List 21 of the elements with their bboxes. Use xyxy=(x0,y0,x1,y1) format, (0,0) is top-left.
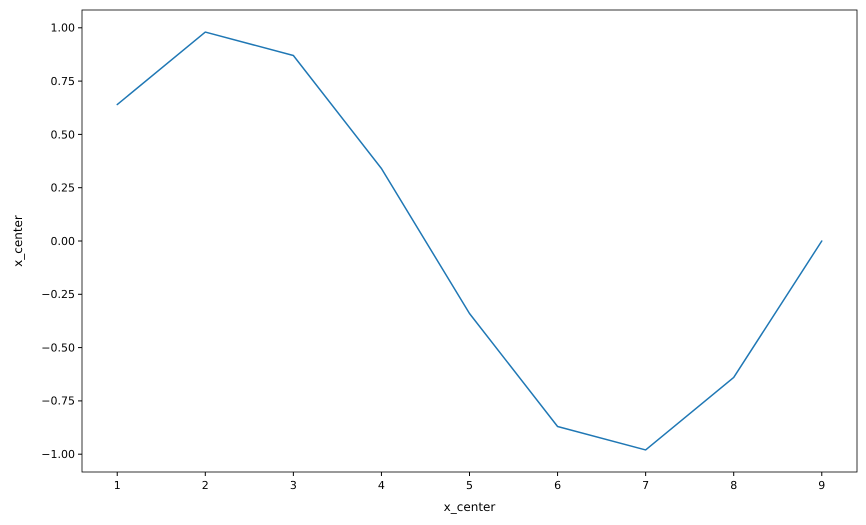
x-tick-label: 1 xyxy=(114,479,121,492)
line-series xyxy=(116,31,823,451)
y-tick-label: 0.00 xyxy=(50,234,75,248)
x-tick-label: 6 xyxy=(554,479,562,492)
x-axis-title: x_center xyxy=(444,500,496,514)
x-tick-label: 5 xyxy=(466,479,473,492)
x-tick-label: 3 xyxy=(290,479,297,492)
x-tick-label: 7 xyxy=(642,479,650,492)
y-tick-label: −0.75 xyxy=(41,394,75,408)
y-tick-label: −0.25 xyxy=(41,288,75,302)
x-tick-label: 9 xyxy=(818,479,826,492)
y-tick-label: 0.25 xyxy=(50,182,75,195)
y-tick-label: 0.50 xyxy=(50,128,75,142)
y-tick-label: −1.00 xyxy=(41,448,75,462)
y-axis-title: x_center xyxy=(11,215,25,267)
x-tick-label: 4 xyxy=(378,479,385,492)
y-tick-label: −0.50 xyxy=(41,341,75,354)
y-tick-label: 0.75 xyxy=(50,74,75,88)
x-tick-label: 8 xyxy=(730,479,738,492)
y-tick-label: 1.00 xyxy=(50,22,75,35)
x-tick-label: 2 xyxy=(202,479,209,492)
